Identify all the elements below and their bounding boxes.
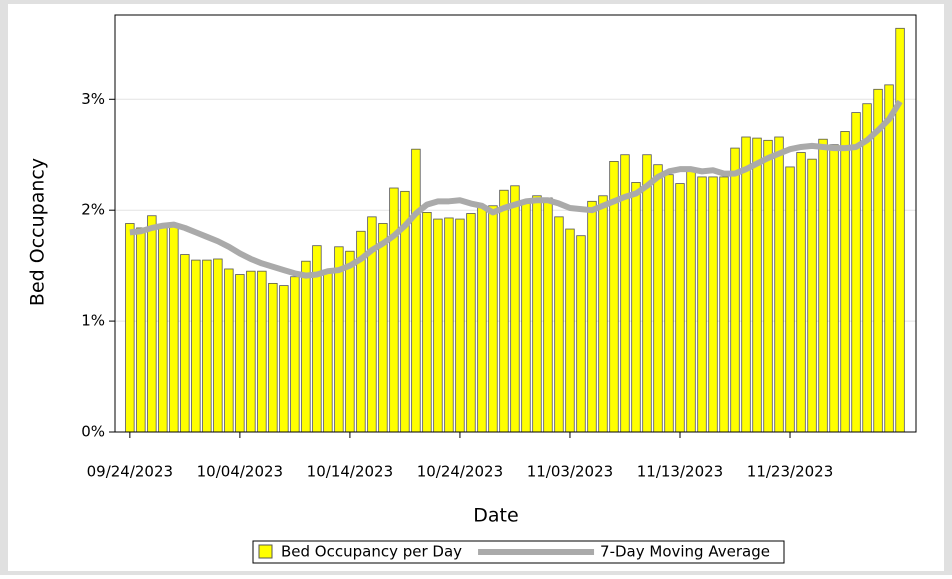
bar [719,176,729,433]
bar [345,250,355,433]
line [129,99,903,279]
bar [510,185,520,433]
bar [642,154,652,433]
x-tick-label: 11/23/2023 [747,463,833,481]
bar [829,144,839,433]
bar [741,136,751,433]
bar [213,258,223,433]
y-tick-label: 2% [81,201,105,219]
bar [191,259,201,433]
x-tick-label: 10/04/2023 [197,463,283,481]
bar [664,174,674,433]
bar [587,200,597,433]
bar [851,112,861,433]
bar [752,137,762,433]
bar [389,187,399,433]
bar [785,166,795,433]
y-axis-title: Bed Occupancy [27,158,49,306]
bar [378,223,388,433]
bar [279,285,289,433]
bar [301,260,311,433]
bar [675,183,685,433]
bar [686,167,696,433]
bar [730,147,740,433]
legend-label: 7-Day Moving Average [600,543,770,561]
bar [818,138,828,433]
bar [499,189,509,433]
bar [763,139,773,433]
bar [158,225,168,433]
bar [554,216,564,433]
bar [202,259,212,433]
bar [708,176,718,433]
bar [147,215,157,433]
plot-frame [114,14,917,433]
bar [477,205,487,433]
legend-label: Bed Occupancy per Day [281,543,462,561]
bar [257,270,267,433]
bar [774,136,784,433]
bar [323,270,333,433]
bar [521,200,531,433]
x-tick-label: 11/13/2023 [637,463,723,481]
bar [444,217,454,433]
y-tick-label: 0% [81,423,105,441]
bar [488,205,498,433]
bar [807,158,817,433]
x-tick-label: 11/03/2023 [527,463,613,481]
y-tick-label: 3% [81,90,105,108]
bar [543,197,553,433]
x-tick-label: 10/24/2023 [417,463,503,481]
bar [224,268,234,433]
bar [268,282,278,433]
bar [565,228,575,433]
bar [246,270,256,433]
bar [411,148,421,433]
bar [653,164,663,433]
bar [576,235,586,433]
y-tick-label: 1% [81,312,105,330]
bar [895,27,905,433]
bar [631,182,641,433]
bar [169,225,179,433]
bar [796,152,806,433]
legend-swatch [258,544,273,559]
bar [884,84,894,433]
bar [862,103,872,433]
bar [697,176,707,433]
bar [235,274,245,433]
bar [136,227,146,433]
bar [532,195,542,433]
bar [334,246,344,433]
x-axis-title: Date [473,505,518,527]
x-tick-label: 09/24/2023 [87,463,173,481]
bar [422,212,432,433]
bar [180,254,190,433]
bar [840,131,850,433]
bar [433,218,443,433]
bar [290,276,300,433]
bar [598,195,608,433]
bar [466,213,476,433]
bar [873,88,883,433]
x-tick-label: 10/14/2023 [307,463,393,481]
bar [125,223,135,433]
bar [455,218,465,433]
